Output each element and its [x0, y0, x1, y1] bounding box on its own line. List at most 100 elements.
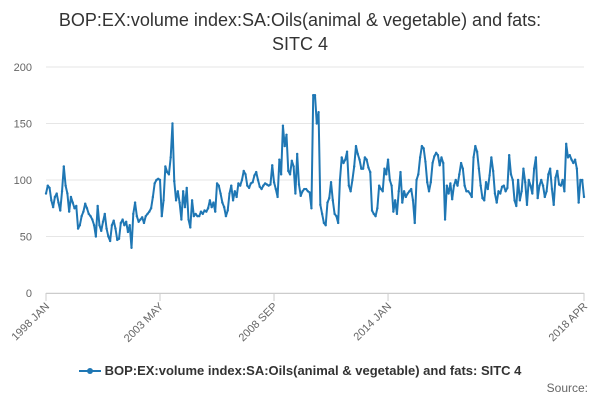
data-point[interactable] [279, 173, 283, 176]
data-point[interactable] [383, 167, 386, 170]
data-point[interactable] [157, 177, 160, 181]
data-point[interactable] [256, 178, 260, 182]
data-point[interactable] [151, 195, 155, 199]
data-point[interactable] [556, 169, 559, 173]
data-point[interactable] [144, 214, 147, 218]
data-point[interactable] [390, 184, 393, 187]
data-point[interactable] [222, 205, 226, 209]
data-point[interactable] [491, 169, 495, 173]
data-point[interactable] [192, 214, 196, 218]
data-point[interactable] [123, 224, 126, 227]
data-point[interactable] [429, 181, 432, 184]
data-point[interactable] [497, 190, 500, 193]
data-point[interactable] [351, 178, 354, 182]
data-point[interactable] [96, 204, 99, 208]
data-point[interactable] [433, 155, 436, 158]
data-point[interactable] [181, 190, 185, 193]
data-point[interactable] [410, 187, 413, 191]
data-point[interactable] [101, 220, 105, 224]
data-point[interactable] [456, 184, 459, 187]
data-point[interactable] [520, 190, 523, 193]
data-point[interactable] [367, 166, 370, 169]
data-point[interactable] [484, 181, 488, 184]
data-point[interactable] [312, 94, 315, 97]
data-point[interactable] [267, 184, 270, 187]
data-point[interactable] [135, 214, 139, 218]
data-point[interactable] [524, 181, 527, 184]
data-point[interactable] [89, 214, 92, 218]
data-point[interactable] [434, 151, 438, 155]
data-point[interactable] [422, 147, 425, 150]
data-point[interactable] [566, 156, 570, 159]
data-point[interactable] [372, 212, 375, 216]
data-point[interactable] [354, 144, 358, 148]
data-point[interactable] [276, 195, 279, 199]
data-point[interactable] [374, 214, 377, 218]
data-point[interactable] [171, 122, 174, 125]
data-point[interactable] [573, 158, 577, 161]
data-point[interactable] [568, 153, 571, 157]
data-point[interactable] [155, 178, 158, 182]
data-point[interactable] [75, 204, 78, 208]
data-point[interactable] [559, 184, 563, 187]
data-point[interactable] [306, 190, 310, 193]
data-point[interactable] [474, 144, 477, 148]
data-point[interactable] [278, 158, 281, 161]
data-point[interactable] [128, 224, 131, 227]
data-point[interactable] [369, 170, 372, 174]
data-point[interactable] [117, 237, 121, 240]
data-point[interactable] [317, 111, 320, 114]
data-point[interactable] [452, 184, 456, 187]
data-point[interactable] [395, 212, 399, 216]
data-point[interactable] [543, 195, 547, 199]
data-point[interactable] [55, 192, 58, 195]
data-point[interactable] [352, 165, 356, 168]
data-point[interactable] [149, 207, 153, 210]
data-point[interactable] [240, 178, 244, 182]
data-point[interactable] [190, 199, 194, 202]
data-point[interactable] [308, 191, 311, 194]
data-point[interactable] [121, 218, 124, 221]
data-point[interactable] [164, 165, 167, 168]
data-point[interactable] [258, 185, 261, 188]
data-point[interactable] [572, 161, 575, 165]
data-point[interactable] [238, 184, 242, 187]
data-point[interactable] [105, 227, 108, 230]
data-point[interactable] [315, 122, 318, 125]
data-point[interactable] [502, 184, 506, 187]
data-point[interactable] [59, 209, 62, 212]
data-point[interactable] [215, 182, 219, 185]
data-point[interactable] [340, 156, 343, 159]
data-point[interactable] [450, 198, 454, 201]
data-point[interactable] [281, 124, 285, 127]
data-point[interactable] [265, 183, 269, 186]
data-point[interactable] [173, 179, 176, 183]
data-point[interactable] [548, 167, 552, 170]
data-point[interactable] [472, 156, 475, 159]
data-point[interactable] [174, 199, 178, 202]
data-point[interactable] [454, 178, 457, 182]
data-point[interactable] [540, 178, 543, 182]
data-point[interactable] [91, 218, 94, 221]
data-point[interactable] [116, 238, 119, 242]
data-point[interactable] [442, 161, 445, 165]
data-point[interactable] [51, 205, 55, 209]
data-point[interactable] [479, 184, 482, 187]
data-point[interactable] [253, 174, 256, 177]
data-point[interactable] [108, 239, 112, 243]
data-point[interactable] [445, 184, 449, 187]
data-point[interactable] [447, 192, 450, 195]
data-point[interactable] [224, 214, 228, 218]
data-point[interactable] [420, 144, 424, 148]
data-point[interactable] [461, 167, 465, 170]
data-point[interactable] [527, 178, 530, 182]
data-point[interactable] [231, 199, 235, 202]
data-point[interactable] [377, 184, 381, 187]
data-point[interactable] [71, 201, 74, 204]
data-point[interactable] [103, 212, 106, 216]
data-point[interactable] [82, 210, 85, 213]
data-point[interactable] [465, 190, 468, 193]
data-point[interactable] [263, 182, 267, 185]
data-point[interactable] [511, 178, 514, 182]
data-point[interactable] [516, 178, 520, 182]
